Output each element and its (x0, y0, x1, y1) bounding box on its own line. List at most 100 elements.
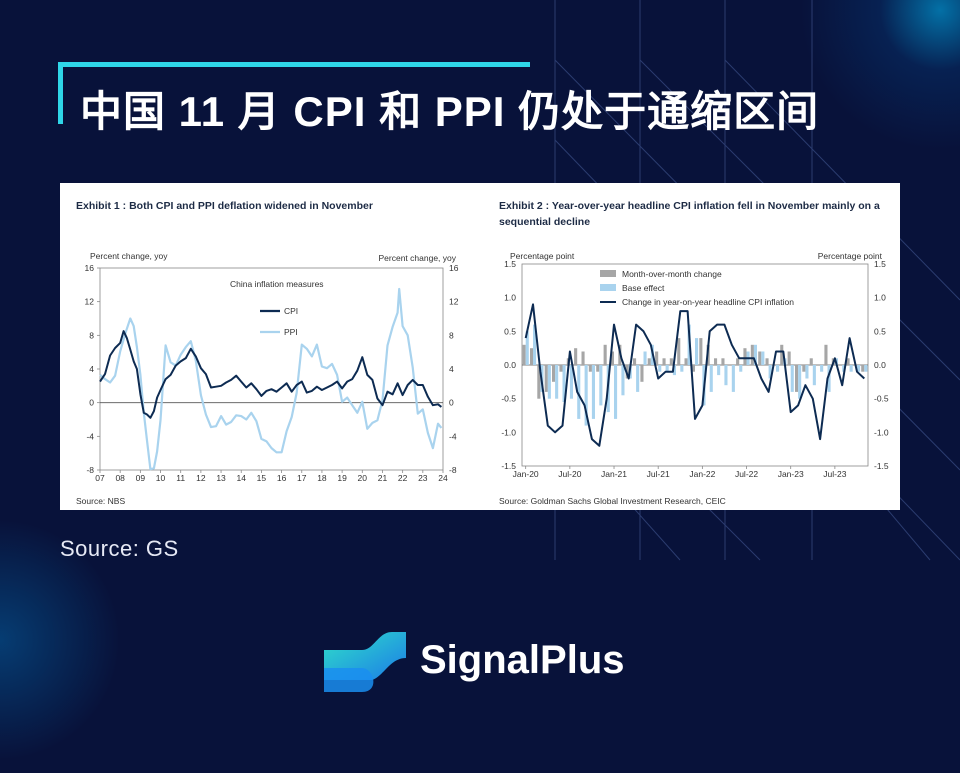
exhibit2-mom-bar (596, 365, 600, 372)
exhibit2-xtick-label: Jul-20 (558, 469, 581, 479)
exhibit1-ytick-right: 8 (449, 330, 454, 340)
exhibit1-xtick-label: 08 (115, 473, 125, 483)
exhibit2-legend-base-swatch (600, 284, 616, 291)
exhibit2-mom-bar (574, 348, 578, 365)
exhibit1-ytick-right: -8 (449, 465, 457, 475)
exhibit2-base-bar (658, 365, 662, 372)
exhibit2-legend-mom-label: Month-over-month change (622, 269, 722, 279)
exhibit2-legend-line-label: Change in year-on-year headline CPI infl… (622, 297, 794, 307)
exhibit1-ytick-right: -4 (449, 431, 457, 441)
exhibit2-title-line1: Exhibit 2 : Year-over-year headline CPI … (499, 200, 880, 212)
exhibit2-base-bar (864, 365, 868, 372)
exhibit2-ylabel-right: Percentage point (818, 251, 883, 261)
exhibit2-mom-bar (552, 365, 556, 382)
exhibit2-mom-bar (699, 338, 703, 365)
exhibit1-legend-ppi-label: PPI (284, 327, 298, 337)
exhibit2-base-bar (555, 365, 559, 399)
exhibit2-base-bar (533, 324, 537, 365)
exhibit2-base-bar (717, 365, 721, 376)
exhibit2-mom-bar (669, 358, 673, 365)
exhibit2-mom-bar (809, 358, 813, 365)
exhibit2-mom-bar (537, 365, 541, 399)
exhibit2-base-bar (731, 365, 735, 392)
exhibit2-ytick-left: -1.5 (501, 461, 516, 471)
exhibit2-mom-bar (684, 358, 688, 365)
exhibit1-ytick-left: 8 (89, 330, 94, 340)
signalplus-logo-icon (324, 632, 406, 692)
brand-name: SignalPlus (420, 638, 625, 682)
exhibit1-ytick-left: -4 (86, 431, 94, 441)
exhibit1-xtick-label: 24 (438, 473, 448, 483)
exhibit2-mom-bar (861, 365, 865, 372)
exhibit1-xtick-label: 07 (95, 473, 105, 483)
exhibit1-ytick-right: 16 (449, 263, 459, 273)
exhibit2-mom-bar (544, 365, 548, 392)
exhibit2-base-bar (739, 365, 743, 372)
exhibit1-ytick-left: 16 (85, 263, 95, 273)
exhibit2-base-bar (680, 365, 684, 372)
exhibit2-base-bar (614, 365, 618, 419)
exhibit2-mom-bar (662, 358, 666, 365)
charts-panel: Exhibit 1 : Both CPI and PPI deflation w… (60, 183, 900, 510)
exhibit1-xtick-label: 23 (418, 473, 428, 483)
exhibit2-xtick-label: Jan-21 (601, 469, 627, 479)
exhibit2-mom-bar (795, 365, 799, 392)
title-accent-tick (58, 62, 63, 124)
exhibit2-xtick-label: Jan-23 (778, 469, 804, 479)
exhibit2-base-bar (591, 365, 595, 419)
source-note: Source: GS (60, 536, 179, 561)
exhibit2-base-bar (753, 344, 757, 365)
exhibit2-base-bar (525, 331, 529, 365)
exhibit2-mom-bar (721, 358, 725, 365)
exhibit2-base-bar (709, 365, 713, 392)
exhibit2-base-bar (599, 365, 603, 406)
exhibit2-legend-base-label: Base effect (622, 283, 665, 293)
exhibit2-base-bar (857, 365, 861, 372)
exhibit2-base-bar (562, 365, 566, 402)
exhibit1-legend-cpi-label: CPI (284, 306, 298, 316)
exhibit2-mom-bar (787, 351, 791, 365)
exhibit2-ylabel-left: Percentage point (510, 251, 575, 261)
exhibit1-plot-frame (99, 267, 444, 471)
exhibit2-base-bar (569, 365, 573, 399)
exhibit2-mom-bar (640, 365, 644, 382)
exhibit1-xtick-label: 15 (257, 473, 267, 483)
exhibit1-source: Source: NBS (76, 496, 125, 506)
exhibit2-mom-bar (559, 365, 563, 372)
exhibit2-ytick-right: 0.5 (874, 326, 886, 336)
exhibit1-legend-title: China inflation measures (230, 279, 324, 289)
exhibit2-mom-bar (750, 344, 754, 365)
exhibit2-mom-bar (581, 351, 585, 365)
exhibit2-base-bar (761, 351, 765, 365)
exhibit1-xtick-label: 14 (237, 473, 247, 483)
exhibit2-xtick-label: Jan-22 (689, 469, 715, 479)
exhibit2-ytick-right: 0.0 (874, 360, 886, 370)
exhibit2-ytick-right: -1.0 (874, 427, 889, 437)
exhibit1-xtick-label: 19 (337, 473, 347, 483)
exhibit1-ytick-left: 12 (85, 297, 95, 307)
exhibit1-xtick-label: 22 (398, 473, 408, 483)
exhibit2-source: Source: Goldman Sachs Global Investment … (499, 496, 726, 506)
exhibit2-mom-bar (802, 365, 806, 372)
exhibit2-mom-bar (647, 358, 651, 365)
exhibit2-yoy-change-line (524, 303, 865, 447)
exhibit2-base-bar (665, 365, 669, 372)
exhibit1-xtick-label: 20 (358, 473, 368, 483)
exhibit1-xtick-label: 17 (297, 473, 307, 483)
exhibit2-xtick-label: Jan-20 (513, 469, 539, 479)
exhibit2-base-bar (842, 365, 846, 372)
exhibit2-mom-bar (743, 348, 747, 365)
exhibit2-ytick-right: -0.5 (874, 394, 889, 404)
exhibit1-ytick-right: 0 (449, 398, 454, 408)
exhibit1-xtick-label: 11 (176, 473, 185, 483)
exhibit2-ytick-left: 0.5 (504, 326, 516, 336)
exhibit2-mom-bar (714, 358, 718, 365)
exhibit2-mom-bar (677, 338, 681, 365)
page-title: 中国 11 月 CPI 和 PPI 仍处于通缩区间 (80, 88, 820, 135)
exhibit2-ytick-left: 1.5 (504, 259, 516, 269)
exhibit2-mom-bar (588, 365, 592, 372)
exhibit2-mom-bar (824, 344, 828, 365)
exhibit2-ytick-left: 0.0 (504, 360, 516, 370)
exhibit2-ytick-left: -1.0 (501, 427, 516, 437)
exhibit1-xtick-label: 18 (317, 473, 327, 483)
